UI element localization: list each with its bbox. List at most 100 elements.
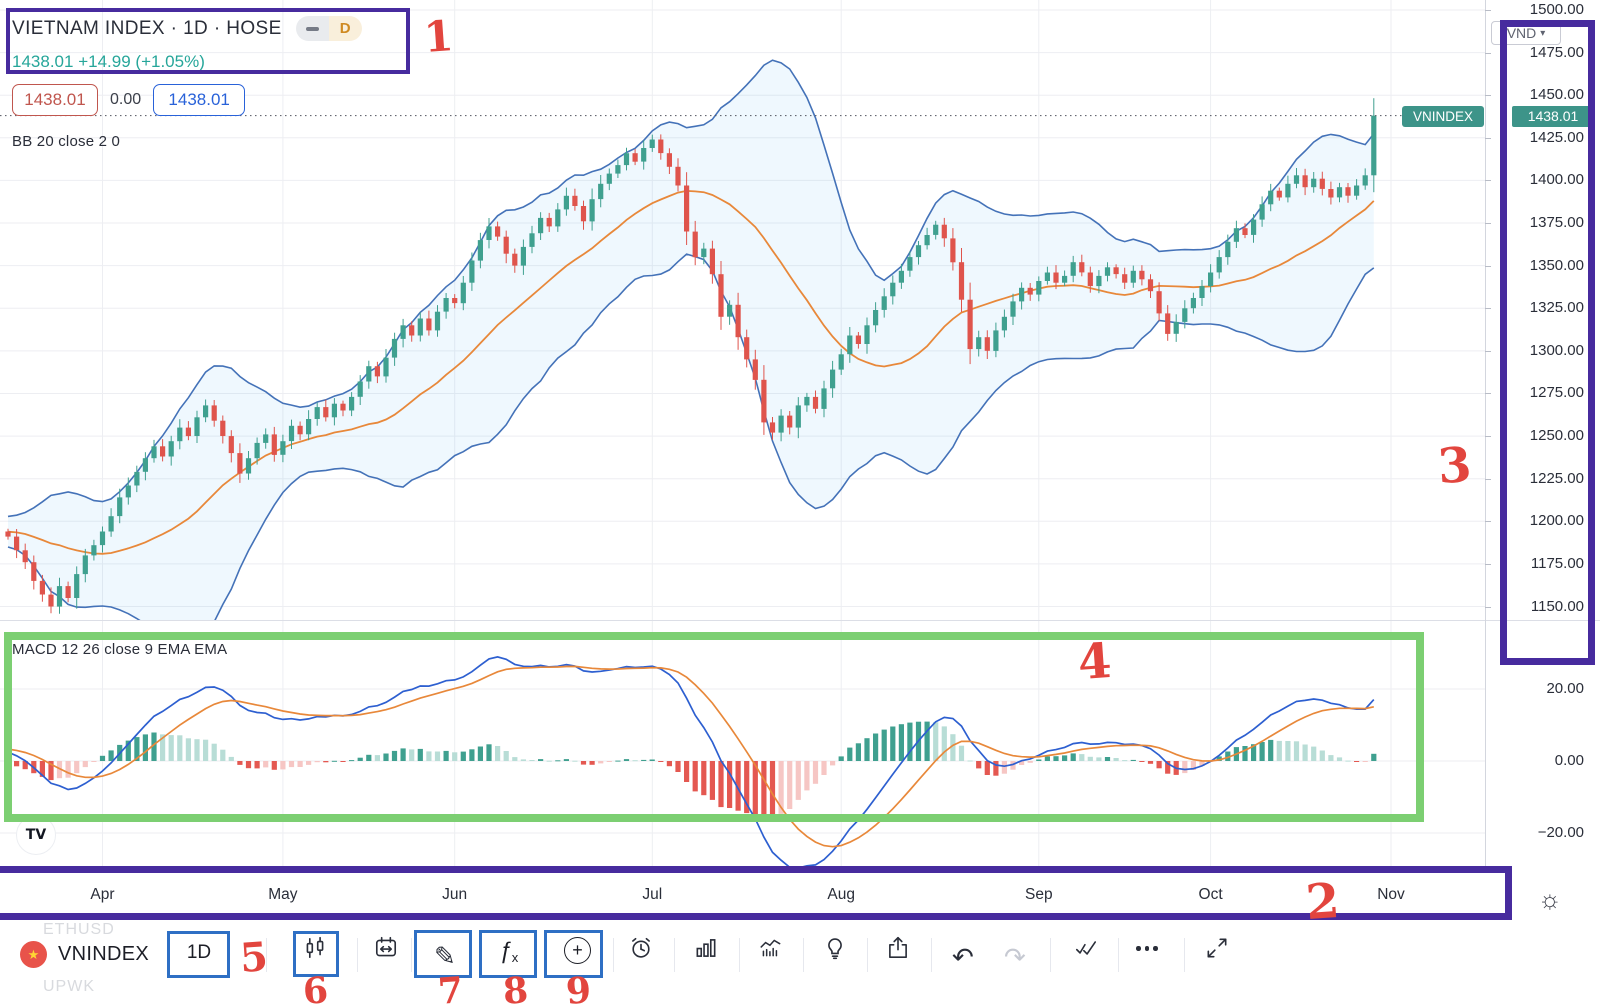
candle-body (804, 396, 810, 406)
candle-body (915, 245, 922, 258)
interval-toggle[interactable]: D (295, 16, 362, 41)
buy-price-box[interactable]: 1438.01 (153, 84, 246, 116)
time-axis[interactable]: Apr May Jun Jul Aug Sep Oct Nov (0, 866, 1485, 918)
column-chart-icon[interactable] (693, 935, 719, 961)
macd-histogram-bar (1053, 756, 1059, 761)
macd-histogram-bar (572, 760, 578, 762)
toolbar-separator (674, 938, 675, 972)
currency-selector-button[interactable]: VND ▾ (1491, 21, 1561, 45)
candle-body (1216, 257, 1222, 273)
macd-histogram-bar (769, 761, 776, 820)
daily-toggle-label[interactable]: D (328, 16, 362, 41)
macd-histogram-bar (563, 759, 569, 761)
candle-body (735, 304, 741, 338)
dash-toggle-icon[interactable] (295, 16, 329, 41)
sell-price-box[interactable]: 1438.01 (12, 84, 98, 116)
candle-body (1156, 291, 1162, 314)
macd-indicator-label[interactable]: MACD 12 26 close 9 EMA EMA (12, 641, 228, 658)
macd-histogram-bar (709, 761, 715, 800)
pane-separator[interactable] (0, 620, 1600, 621)
more-options-icon[interactable] (1136, 946, 1158, 951)
macd-histogram-bar (211, 743, 217, 761)
macd-histogram-bar (271, 761, 277, 770)
bb-basis-line (7, 189, 1375, 555)
price-change-line: 1438.01 +14.99 (+1.05%) (12, 52, 205, 72)
candle-body (520, 246, 526, 266)
macd-histogram-bar (1062, 755, 1068, 761)
price-tick-label: 1500.00 (1529, 1, 1584, 18)
candle-body (1173, 321, 1179, 334)
macd-histogram-bar (847, 747, 853, 761)
price-tick-label: 1400.00 (1529, 171, 1584, 189)
macd-histogram-bar (297, 761, 303, 767)
macd-histogram-bar (855, 743, 861, 761)
macd-histogram-bar (1190, 761, 1196, 770)
candle-body (1087, 272, 1093, 287)
macd-histogram-bar (1259, 742, 1265, 761)
candlestick-chart-pane[interactable] (0, 0, 1486, 620)
ideas-bulb-icon[interactable] (822, 935, 848, 961)
candle-body (349, 396, 355, 411)
price-tick-mark (1485, 52, 1491, 54)
toolbar-separator (411, 938, 412, 972)
candle-body (563, 195, 569, 210)
candle-body (314, 407, 320, 419)
symbol-title[interactable]: VIETNAM INDEX · 1D · HOSE (12, 17, 282, 39)
interval-button[interactable]: 1D (186, 942, 212, 963)
time-tick-label: May (268, 886, 298, 903)
candle-body (538, 217, 544, 234)
macd-histogram-bar (74, 761, 80, 774)
macd-histogram-bar (795, 761, 801, 800)
candle-body (1328, 189, 1334, 198)
macd-histogram-bar (761, 761, 767, 819)
candle-body (194, 417, 200, 436)
macd-indicator-pane[interactable] (0, 621, 1486, 866)
fullscreen-expand-icon[interactable] (1204, 935, 1230, 961)
macd-histogram-bar (666, 761, 672, 767)
macd-histogram-bar (1216, 756, 1222, 761)
redo-icon[interactable]: ↷ (1004, 942, 1026, 972)
alarm-clock-icon[interactable] (628, 935, 654, 961)
forecast-chart-icon[interactable] (758, 935, 784, 961)
candle-body (692, 231, 698, 258)
date-range-icon[interactable] (373, 935, 399, 961)
toolbar-separator (803, 938, 804, 972)
price-axis[interactable]: VND ▾ 1438.01 1500.00 1475.00 1450.00 1425.… (1485, 0, 1600, 868)
change-text: +14.99 (78, 52, 131, 71)
candle-body (984, 337, 990, 351)
bb-upper-band (7, 59, 1375, 518)
time-tick-label: Apr (90, 886, 115, 903)
add-alert-plus-icon[interactable]: + (564, 937, 591, 964)
candle-body (366, 366, 372, 382)
candle-body (1354, 185, 1360, 196)
price-tick-label: 1350.00 (1529, 256, 1584, 274)
macd-histogram-bar (82, 761, 88, 768)
undo-icon[interactable]: ↶ (952, 942, 974, 972)
macd-histogram-bar (821, 761, 827, 775)
candle-body (546, 217, 552, 227)
macd-histogram-bar (838, 756, 844, 761)
chart-type-candles-icon[interactable] (302, 935, 328, 961)
bb-indicator-label[interactable]: BB 20 close 2 0 (12, 133, 121, 150)
tradingview-logo-icon[interactable]: TV (16, 815, 56, 855)
candle-body (1147, 279, 1154, 292)
candle-body (383, 357, 389, 377)
candle-body (1242, 228, 1248, 235)
macd-tick-label: −20.00 (1537, 824, 1584, 841)
drawing-tool-icon[interactable]: ✎ (434, 941, 456, 971)
candle-body (821, 388, 827, 409)
price-tick-label: 1325.00 (1529, 299, 1584, 317)
candle-body (1199, 286, 1205, 298)
session-settings-icon[interactable]: ☼ (1538, 884, 1562, 914)
candle-body (666, 153, 672, 167)
macd-histogram-bar (1096, 757, 1102, 761)
candle-body (847, 335, 853, 355)
candle-body (203, 405, 209, 418)
share-export-icon[interactable] (885, 935, 911, 961)
toolbar-symbol-button[interactable]: VNINDEX (58, 943, 150, 965)
macd-histogram-bar (538, 759, 544, 761)
candle-body (529, 233, 535, 247)
indicators-fx-icon[interactable]: ƒx (499, 937, 519, 965)
macd-histogram-bar (1130, 759, 1136, 761)
double-check-icon[interactable] (1073, 935, 1099, 961)
